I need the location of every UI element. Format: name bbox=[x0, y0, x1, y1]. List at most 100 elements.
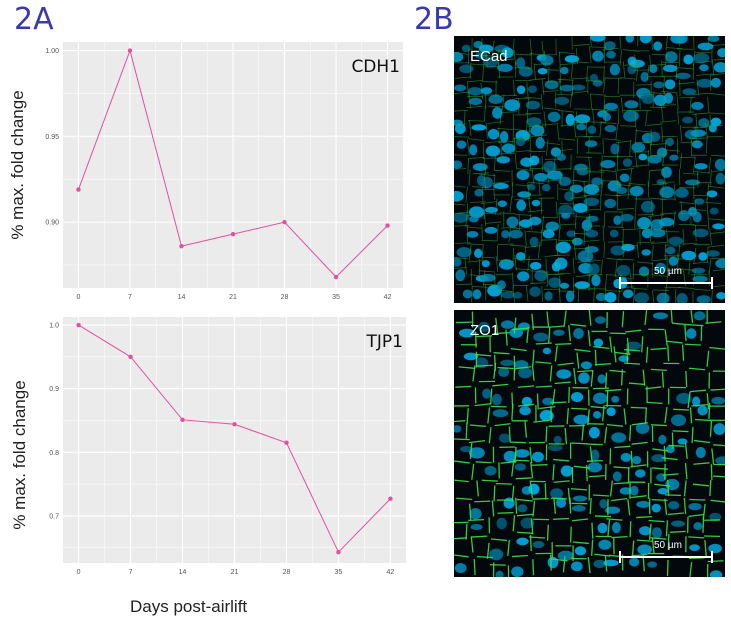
cell-border bbox=[535, 385, 552, 388]
cell-border bbox=[572, 541, 589, 545]
cell-border bbox=[684, 462, 688, 480]
nucleus bbox=[454, 212, 469, 223]
cell-border bbox=[543, 142, 561, 145]
cell-border bbox=[603, 76, 606, 93]
nucleus bbox=[561, 212, 571, 219]
cell-border bbox=[468, 156, 485, 159]
x-tick-label: 28 bbox=[281, 294, 289, 301]
cell-border bbox=[516, 531, 533, 534]
nucleus bbox=[472, 163, 488, 171]
cell-border bbox=[620, 369, 624, 386]
cell-border bbox=[606, 274, 623, 276]
nucleus bbox=[500, 359, 515, 367]
data-point bbox=[388, 496, 393, 501]
cell-border bbox=[471, 463, 475, 480]
nucleus bbox=[573, 414, 590, 425]
cell-border bbox=[685, 370, 688, 387]
cell-border bbox=[548, 326, 551, 343]
cell-border bbox=[672, 322, 689, 326]
cell-border bbox=[682, 229, 685, 246]
cell-border bbox=[493, 362, 497, 379]
cell-border bbox=[588, 168, 591, 185]
cell-border bbox=[542, 123, 560, 126]
cell-border bbox=[667, 479, 670, 496]
cell-border bbox=[585, 465, 588, 482]
nucleus bbox=[641, 249, 652, 256]
cell-border bbox=[709, 114, 712, 131]
nucleus bbox=[638, 266, 650, 277]
nucleus bbox=[516, 537, 529, 546]
cell-border bbox=[552, 464, 555, 481]
cell-border bbox=[464, 258, 468, 275]
cell-border bbox=[558, 51, 575, 55]
cell-border bbox=[557, 109, 575, 113]
nucleus bbox=[655, 262, 667, 274]
nucleus bbox=[454, 84, 467, 92]
nucleus bbox=[635, 422, 650, 434]
nucleus bbox=[565, 113, 575, 126]
cell-border bbox=[709, 346, 725, 350]
nucleus bbox=[613, 215, 622, 226]
nucleus bbox=[651, 503, 661, 513]
cell-border bbox=[527, 255, 530, 272]
nucleus bbox=[542, 397, 554, 406]
cell-border bbox=[527, 209, 544, 213]
cell-border bbox=[541, 78, 545, 95]
cell-border bbox=[511, 403, 514, 420]
nucleus bbox=[686, 328, 697, 339]
nucleus bbox=[466, 230, 479, 238]
cell-border bbox=[680, 141, 697, 144]
nucleus bbox=[629, 185, 644, 197]
cell-border bbox=[664, 407, 668, 424]
cell-border bbox=[696, 73, 713, 76]
cell-border bbox=[623, 348, 641, 352]
data-point bbox=[180, 417, 185, 423]
nucleus bbox=[713, 423, 725, 435]
cell-border bbox=[542, 179, 559, 182]
cell-border bbox=[573, 120, 590, 124]
cell-border bbox=[694, 60, 711, 64]
cell-border bbox=[467, 260, 484, 263]
cell-border bbox=[687, 391, 691, 409]
cell-border bbox=[600, 179, 604, 196]
cell-border bbox=[569, 91, 573, 108]
nucleus bbox=[454, 425, 462, 433]
nucleus bbox=[696, 295, 711, 303]
cell-border bbox=[533, 419, 550, 423]
cell-border bbox=[583, 239, 600, 242]
nucleus bbox=[584, 140, 598, 148]
cell-border bbox=[454, 52, 470, 55]
cell-border bbox=[661, 126, 664, 143]
cell-border bbox=[482, 142, 485, 159]
cell-border bbox=[704, 539, 707, 557]
nucleus bbox=[530, 124, 545, 137]
cell-border bbox=[631, 553, 648, 557]
nucleus bbox=[516, 169, 530, 181]
nucleus bbox=[468, 447, 485, 459]
y-tick-label: 0.9 bbox=[49, 386, 59, 393]
cell-border bbox=[478, 188, 495, 191]
nucleus bbox=[518, 66, 533, 77]
nucleus bbox=[456, 247, 472, 258]
nucleus bbox=[693, 311, 706, 321]
cell-border bbox=[646, 401, 663, 405]
cell-border bbox=[688, 513, 705, 518]
cell-border bbox=[493, 352, 510, 355]
y-tick-label: 0.7 bbox=[49, 513, 59, 520]
cell-border bbox=[574, 212, 577, 229]
cell-border bbox=[666, 340, 683, 344]
cell-border bbox=[569, 497, 572, 514]
cell-border bbox=[706, 393, 710, 410]
cell-border bbox=[604, 273, 608, 290]
nucleus bbox=[472, 289, 482, 300]
cell-border bbox=[684, 324, 687, 341]
cell-border bbox=[454, 479, 469, 483]
cell-border bbox=[617, 141, 620, 158]
cell-border bbox=[513, 79, 515, 97]
cell-border bbox=[532, 500, 536, 517]
cell-border bbox=[529, 38, 533, 56]
cell-border bbox=[523, 246, 527, 263]
nucleus bbox=[550, 147, 562, 157]
cell-border bbox=[494, 423, 511, 427]
